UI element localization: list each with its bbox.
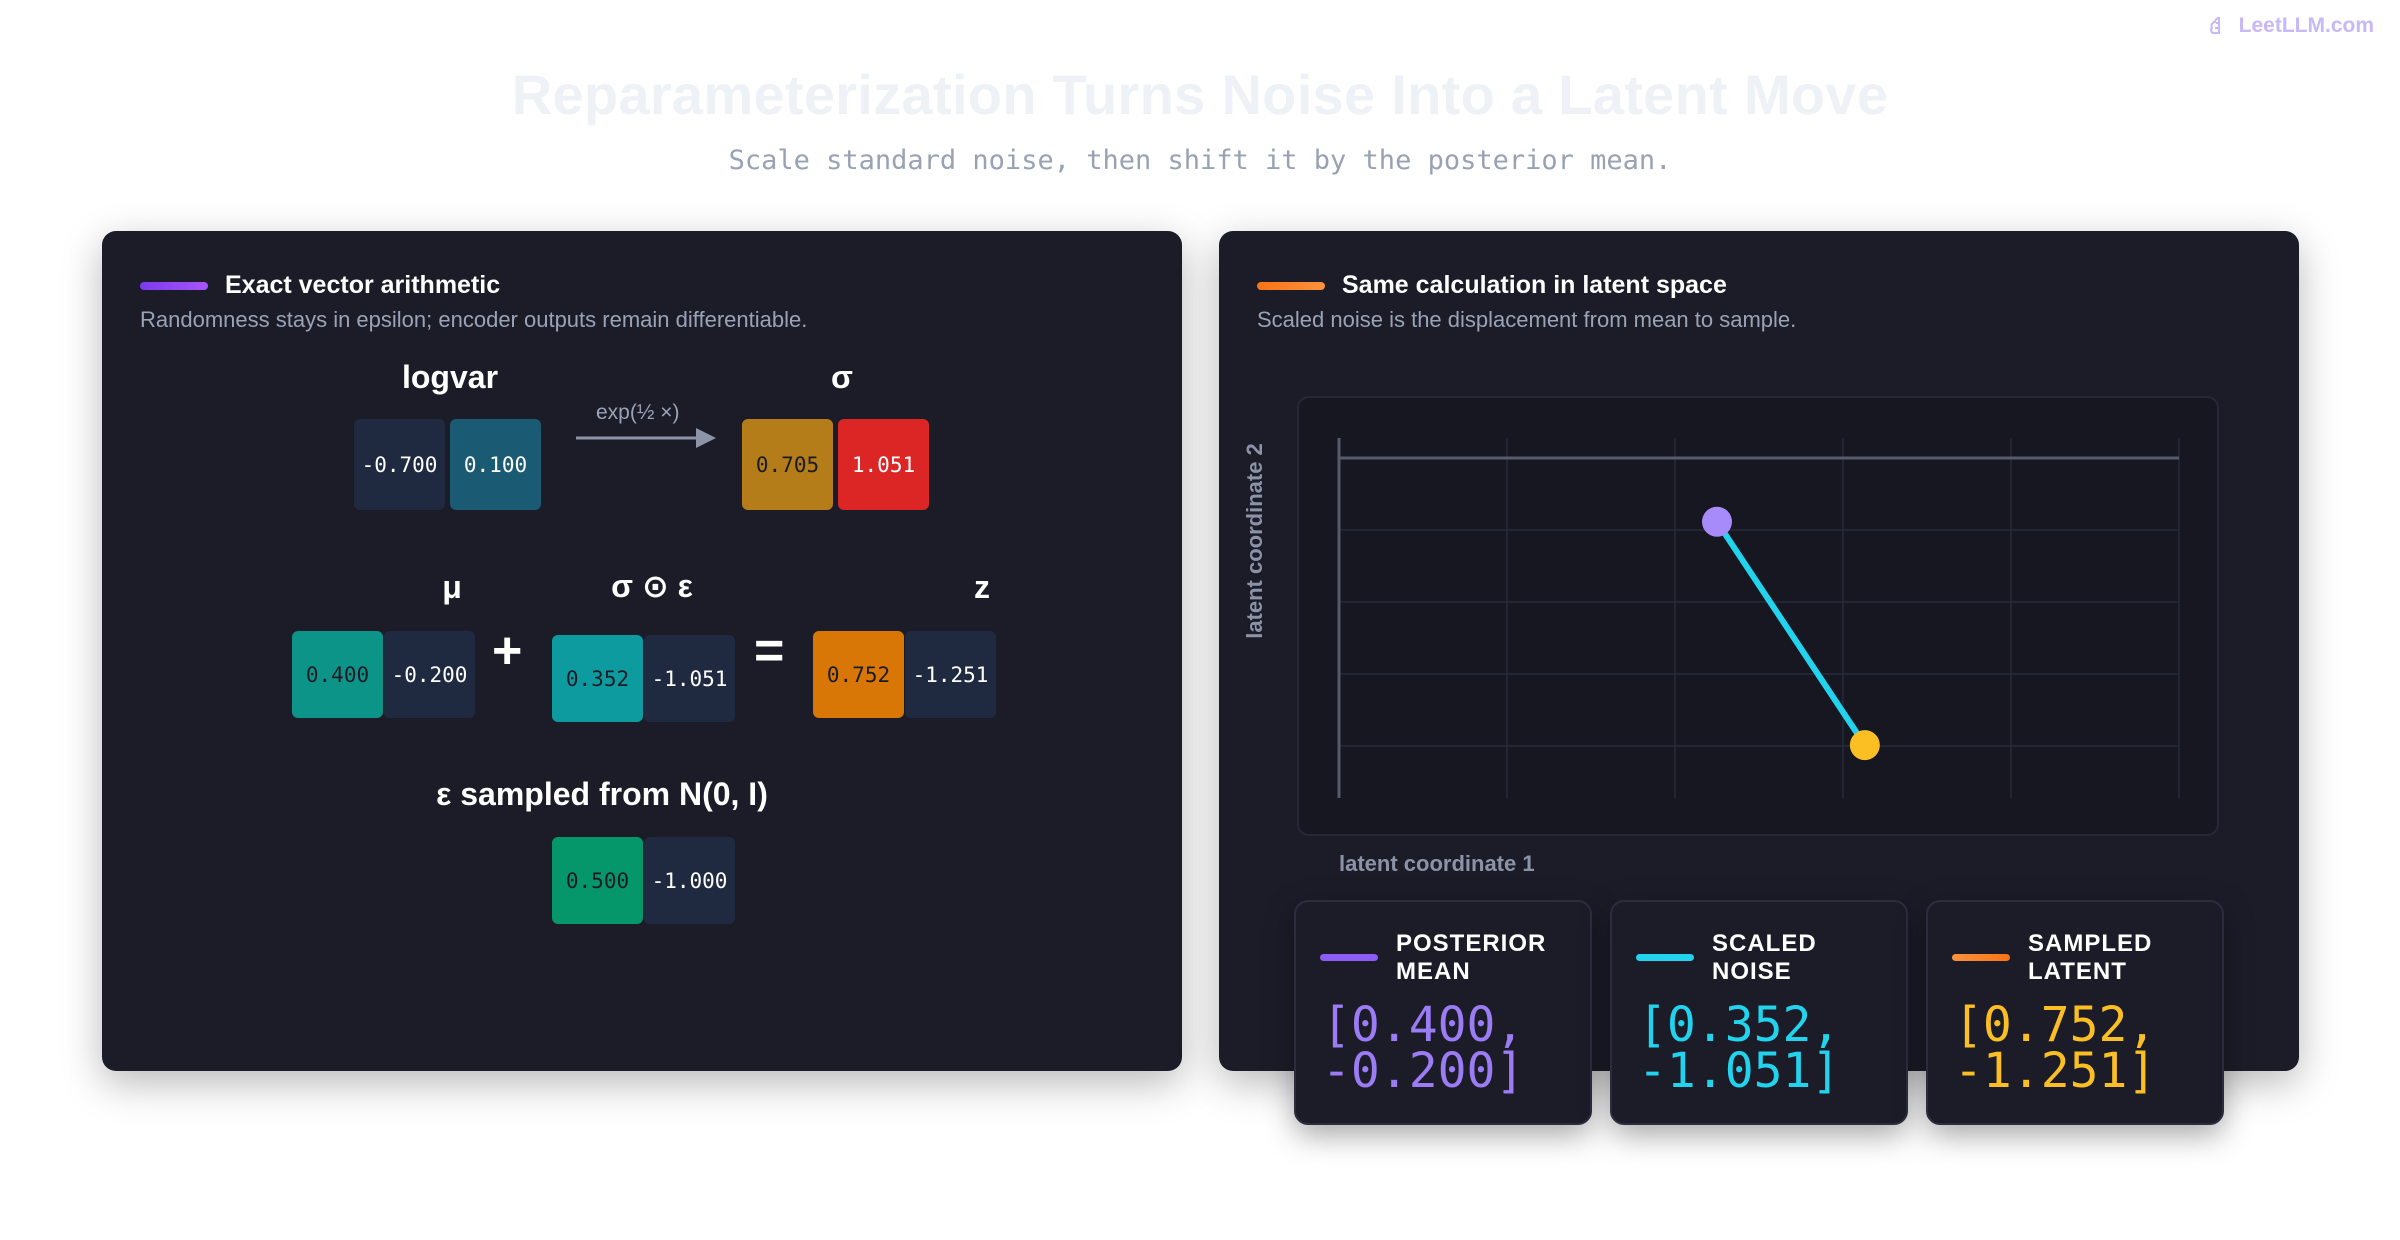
card-value: [0.400, -0.200] [1322, 997, 1525, 1099]
scaled-noise-segment [1714, 518, 1868, 749]
page-subtitle: Scale standard noise, then shift it by t… [728, 145, 1672, 176]
z-cell-1: -1.251 [905, 631, 996, 718]
logvar-cell-0: -0.700 [354, 419, 445, 510]
mu-cell-1: -0.200 [384, 631, 475, 718]
y-axis-label: latent coordinate 2 [1242, 443, 1267, 639]
plus-operator: + [492, 622, 523, 680]
sigma-label: σ [831, 359, 853, 395]
latent-space-panel: Same calculation in latent space Scaled … [1219, 231, 2299, 1071]
scaled-noise-card: SCALED NOISE [0.352, -1.051] [1610, 900, 1908, 1125]
accent-bar [1257, 281, 1325, 290]
scaled-noise-label: σ ⊙ ε [611, 568, 693, 604]
exp-arrow-label: exp(½ ×) [596, 401, 680, 424]
page-title: Reparameterization Turns Noise Into a La… [511, 63, 1889, 126]
mu-cell-0: 0.400 [292, 631, 383, 718]
latent-panel-header: Same calculation in latent space [1257, 271, 1727, 300]
scaled-noise-cell-0: 0.352 [552, 635, 643, 722]
panel-title: Exact vector arithmetic [225, 271, 501, 299]
z-cell-0: 0.752 [813, 631, 904, 718]
arithmetic-panel: Exact vector arithmetic Randomness stays… [102, 231, 1182, 1071]
z-label: z [974, 569, 990, 605]
sampled-latent-point [1849, 730, 1880, 761]
sigma-cell-1: 1.051 [838, 419, 929, 510]
latent-chart-svg [1337, 438, 2180, 798]
mu-label: μ [442, 569, 462, 605]
posterior-mean-card: POSTERIOR MEAN [0.400, -0.200] [1294, 900, 1592, 1125]
brand-name: LeetLLM.com [2238, 14, 2374, 37]
accent-bar [140, 281, 208, 290]
brand-logo[interactable]: LeetLLM.com [2207, 14, 2374, 38]
arithmetic-panel-header: Exact vector arithmetic [140, 271, 500, 300]
card-title: POSTERIOR MEAN [1396, 930, 1547, 985]
latent-chart [1297, 396, 2219, 836]
card-accent-bar [1952, 954, 2010, 961]
panel-subtitle: Scaled noise is the displacement from me… [1257, 307, 1797, 332]
x-axis-label: latent coordinate 1 [1339, 851, 1535, 876]
epsilon-cell-0: 0.500 [552, 837, 643, 924]
sampled-latent-card: SAMPLED LATENT [0.752, -1.251] [1926, 900, 2224, 1125]
card-value: [0.752, -1.251] [1954, 997, 2157, 1099]
sigma-cell-0: 0.705 [742, 419, 833, 510]
panel-title: Same calculation in latent space [1342, 271, 1727, 299]
card-accent-bar [1320, 954, 1378, 961]
brain-icon [2209, 16, 2220, 35]
arrow-icon [576, 428, 716, 448]
posterior-mean-point [1702, 506, 1732, 537]
card-title: SAMPLED LATENT [2028, 930, 2153, 985]
logvar-cell-1: 0.100 [450, 419, 541, 510]
card-title: SCALED NOISE [1712, 930, 1817, 985]
epsilon-cell-1: -1.000 [644, 837, 735, 924]
card-accent-bar [1636, 954, 1694, 961]
card-value: [0.352, -1.051] [1638, 997, 1841, 1099]
panel-subtitle: Randomness stays in epsilon; encoder out… [140, 307, 808, 332]
scaled-noise-cell-1: -1.051 [644, 635, 735, 722]
equals-operator: = [754, 622, 785, 680]
epsilon-label: ε sampled from N(0, I) [436, 776, 768, 812]
logvar-label: logvar [401, 359, 499, 395]
